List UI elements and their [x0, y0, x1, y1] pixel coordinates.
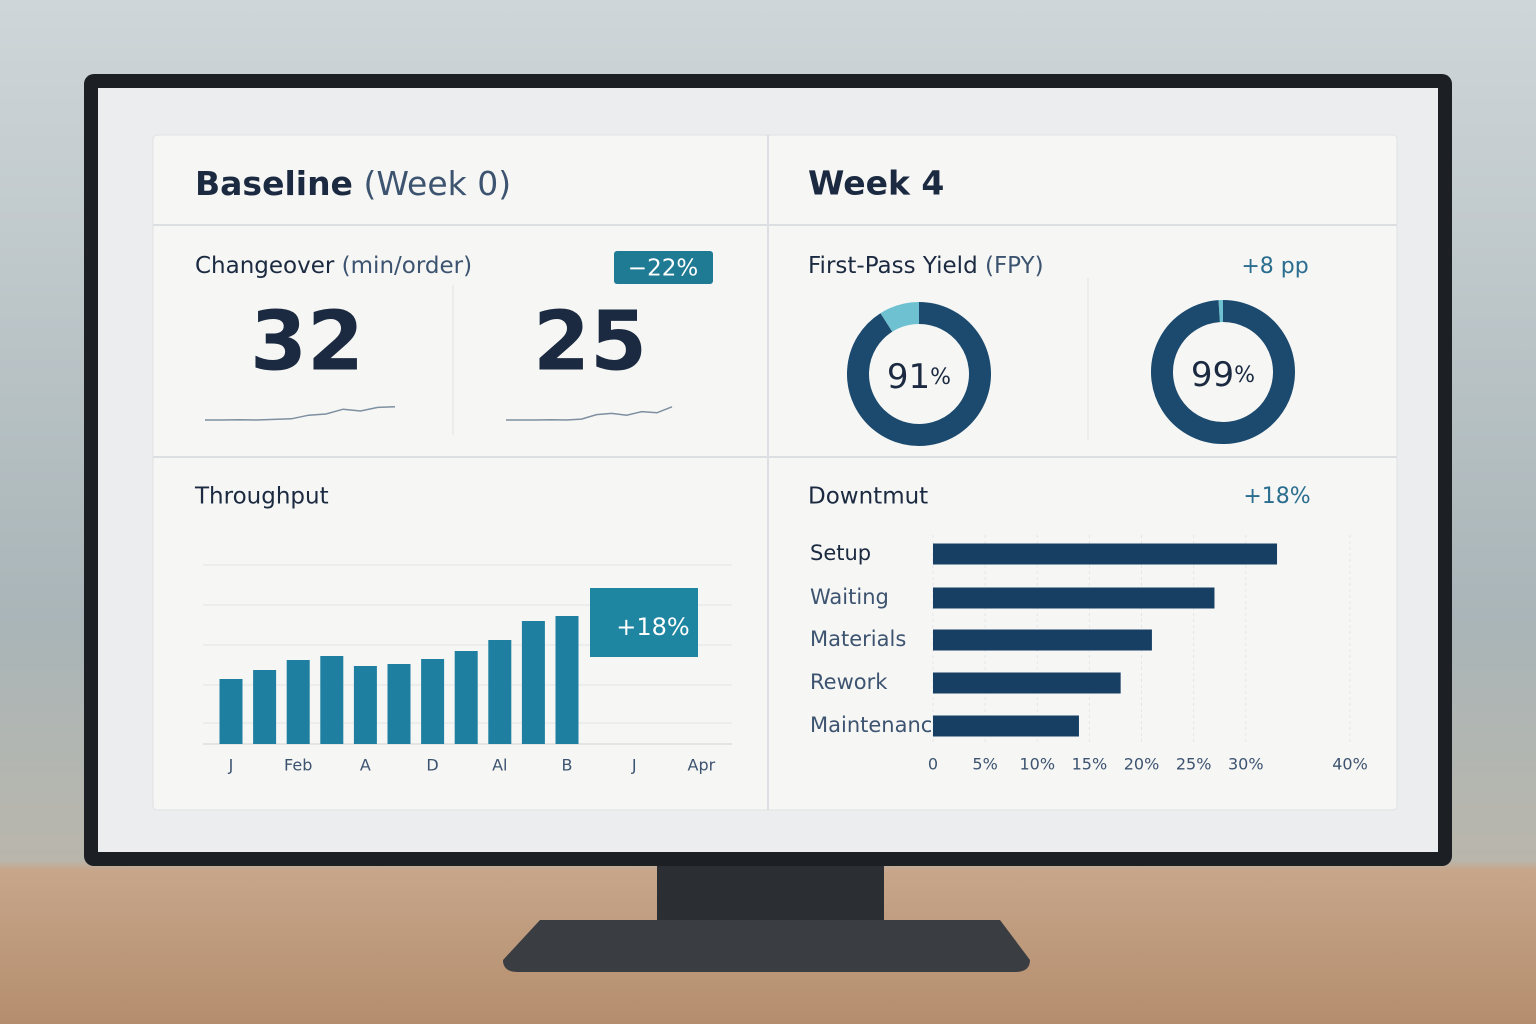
- x-tick-label: J: [631, 756, 637, 775]
- x-tick-label: B: [562, 756, 573, 775]
- x-tick-label: A: [360, 756, 371, 775]
- badge-text: +18%: [616, 613, 689, 641]
- x-tick-label: 40%: [1332, 755, 1368, 774]
- stand-base: [503, 920, 1030, 972]
- bar: [388, 664, 411, 744]
- y-tick-label: Waiting: [810, 585, 889, 609]
- x-tick-label: 0: [928, 755, 938, 774]
- unit: %: [1234, 363, 1255, 388]
- chart-title: Throughput: [194, 484, 329, 510]
- big-number: 25: [533, 294, 647, 389]
- delta: +18%: [1243, 484, 1310, 509]
- x-tick-label: D: [426, 756, 438, 775]
- bar: [220, 679, 243, 744]
- unit: (min/order): [342, 253, 472, 279]
- bar: [933, 588, 1214, 609]
- value: 99: [1191, 355, 1234, 395]
- y-tick-label: Setup: [810, 541, 871, 565]
- metric-title: First-Pass Yield (FPY): [808, 253, 1044, 279]
- stand-neck: [657, 860, 884, 924]
- x-tick-label: Feb: [284, 756, 312, 775]
- title: First-Pass Yield: [808, 253, 978, 279]
- delta: +8 pp: [1241, 254, 1308, 279]
- metric-title: Changeover (min/order): [195, 253, 472, 279]
- bar: [933, 716, 1079, 737]
- panel-title: Baseline (Week 0): [195, 164, 511, 203]
- bar: [522, 621, 545, 744]
- value: 91: [887, 357, 930, 397]
- title: Changeover: [195, 253, 335, 279]
- x-tick-label: 30%: [1228, 755, 1264, 774]
- title: Baseline: [195, 164, 353, 203]
- bar: [421, 659, 444, 744]
- chart-title: Downtmut: [808, 484, 928, 510]
- bar: [253, 670, 276, 744]
- bar: [455, 651, 478, 744]
- x-tick-label: J: [228, 756, 234, 775]
- big-number: 32: [250, 294, 364, 389]
- x-tick-label: 5%: [972, 755, 997, 774]
- x-tick-label: Al: [492, 756, 507, 775]
- bar: [354, 666, 377, 744]
- bar: [933, 673, 1121, 694]
- bar: [320, 656, 343, 744]
- bar: [933, 630, 1152, 651]
- x-tick-label: 25%: [1176, 755, 1212, 774]
- y-tick-label: Rework: [810, 670, 888, 694]
- y-tick-label: Maintenance: [810, 713, 945, 737]
- x-tick-label: 10%: [1019, 755, 1055, 774]
- bar: [556, 616, 579, 744]
- badge-text: −22%: [628, 256, 698, 282]
- panel-title: Week 4: [808, 164, 944, 203]
- subtitle: (Week 0): [363, 164, 511, 203]
- abbr: (FPY): [985, 253, 1044, 279]
- bar: [933, 544, 1277, 565]
- donut-track: [886, 313, 919, 322]
- bar: [488, 640, 511, 744]
- bar: [287, 660, 310, 744]
- x-tick-label: 15%: [1072, 755, 1108, 774]
- x-tick-label: Apr: [688, 756, 716, 775]
- x-tick-label: 20%: [1124, 755, 1160, 774]
- unit: %: [930, 365, 951, 390]
- y-tick-label: Materials: [810, 627, 906, 651]
